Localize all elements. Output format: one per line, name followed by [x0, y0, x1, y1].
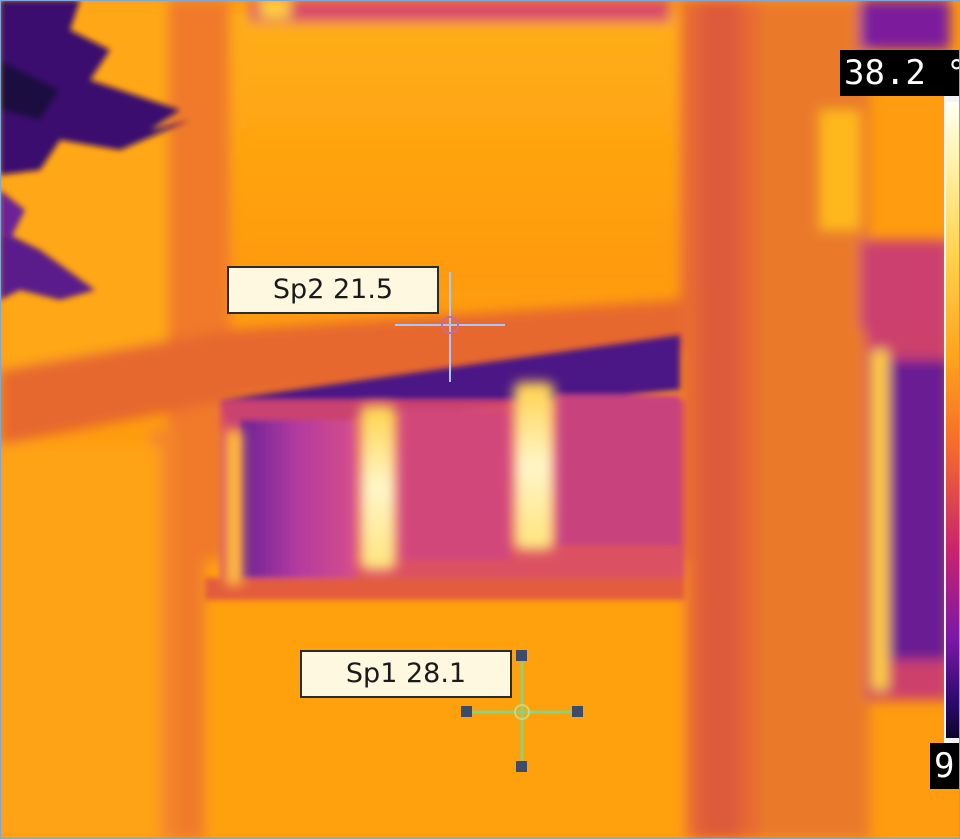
spot1-label[interactable]: Sp1 28.1 — [300, 650, 512, 698]
hot-mullion-1 — [360, 405, 396, 570]
spot1-crosshair — [461, 650, 583, 772]
scale-min-temperature: 9 — [930, 743, 960, 789]
temperature-scale-bar — [944, 100, 960, 744]
spot1-handle-bottom — [516, 761, 527, 772]
window-pane-3 — [555, 395, 680, 545]
spot1-handle-left — [461, 706, 472, 717]
right-pillar-shade — [700, 0, 740, 839]
lower-wall-panel — [205, 560, 685, 839]
window-pane-1 — [240, 420, 355, 585]
floor-slab-band — [0, 300, 680, 445]
window-sill — [205, 578, 685, 600]
scale-max-temperature: 38.2 ° — [840, 50, 960, 96]
hot-window-edge — [226, 430, 242, 585]
upper-right-cool — [860, 0, 950, 50]
tree-branches — [0, 0, 190, 300]
top-window-sill — [250, 0, 670, 22]
window-pane-2 — [398, 410, 510, 560]
spot2-label[interactable]: Sp2 21.5 — [227, 266, 439, 314]
upper-wall-panel — [230, 10, 680, 280]
spot1-handle-right — [572, 706, 583, 717]
hot-mullion-2 — [514, 382, 554, 550]
right-window-hot-edge — [872, 350, 888, 690]
brick-column-warm — [820, 110, 860, 230]
lower-left-wall — [0, 445, 160, 839]
spot1-handle-top — [516, 650, 527, 661]
right-window-pane — [890, 360, 950, 660]
spot2-crosshair — [395, 272, 505, 382]
top-window-light — [260, 0, 290, 18]
right-balcony-band — [860, 240, 950, 330]
scale-bottom-cap — [944, 738, 960, 742]
scale-top-cap — [944, 96, 960, 100]
